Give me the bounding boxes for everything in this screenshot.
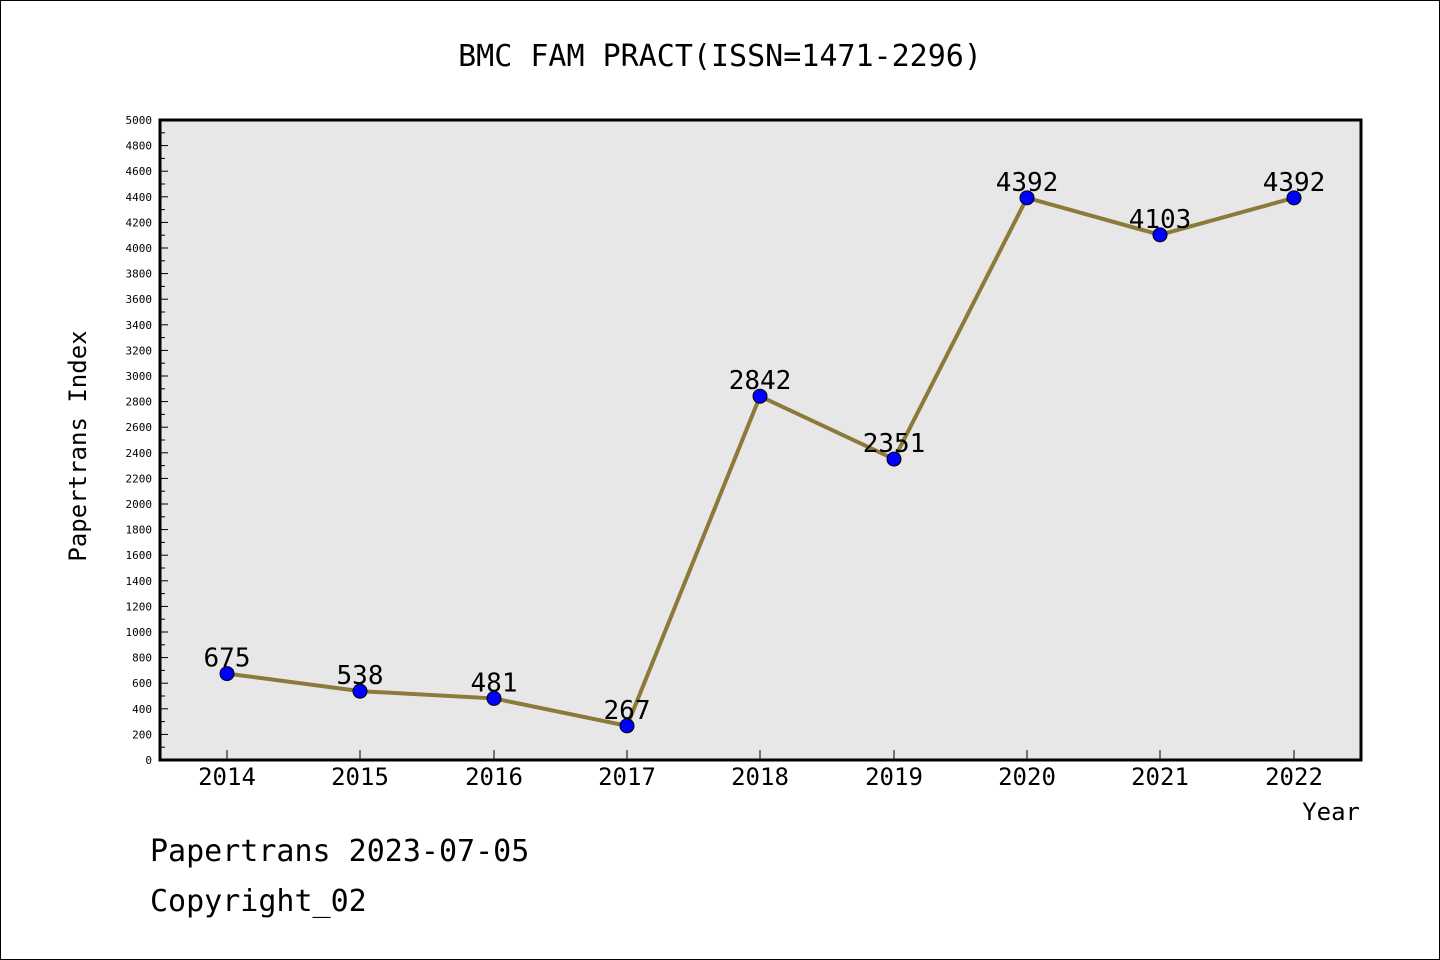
- y-axis-label: Papertrans Index: [64, 330, 92, 561]
- data-point: [886, 451, 902, 467]
- data-label: 4392: [1263, 168, 1326, 198]
- x-tick-label: 2019: [865, 763, 923, 791]
- x-tick-label: 2016: [465, 763, 523, 791]
- footer-copyright: Copyright_02: [150, 884, 367, 919]
- x-tick-label: 2015: [331, 763, 389, 791]
- data-label: 2842: [729, 366, 792, 396]
- data-point: [1019, 190, 1035, 206]
- y-tick-label: 5000: [126, 114, 153, 127]
- y-tick-label: 2600: [126, 421, 153, 434]
- data-point: [1152, 227, 1168, 243]
- x-axis-label: Year: [1302, 798, 1360, 826]
- y-tick-label: 1600: [126, 549, 153, 562]
- y-tick-label: 2800: [126, 396, 153, 409]
- data-point: [1286, 190, 1302, 206]
- y-tick-label: 4800: [126, 140, 153, 153]
- x-tick-label: 2020: [998, 763, 1056, 791]
- x-tick-label: 2018: [731, 763, 789, 791]
- y-tick-label: 200: [132, 728, 152, 741]
- y-tick-label: 0: [145, 754, 152, 767]
- footer-date: Papertrans 2023-07-05: [150, 834, 530, 869]
- y-tick-label: 2400: [126, 447, 153, 460]
- data-label: 4103: [1129, 205, 1192, 235]
- data-label: 481: [471, 668, 518, 698]
- y-tick-label: 1400: [126, 575, 153, 588]
- y-tick-label: 1800: [126, 524, 153, 537]
- data-label: 675: [204, 644, 251, 674]
- chart-title: BMC FAM PRACT(ISSN=1471-2296): [458, 39, 982, 74]
- data-point: [752, 388, 768, 404]
- data-label: 4392: [996, 168, 1059, 198]
- plot-area: [158, 118, 1363, 762]
- y-tick-label: 1000: [126, 626, 153, 639]
- y-tick-label: 4600: [126, 165, 153, 178]
- y-tick-label: 3800: [126, 268, 153, 281]
- y-tick-label: 4200: [126, 216, 153, 229]
- y-tick-label: 4000: [126, 242, 153, 255]
- x-tick-label: 2022: [1265, 763, 1323, 791]
- y-tick-label: 3400: [126, 319, 153, 332]
- y-tick-label: 600: [132, 677, 152, 690]
- y-axis: 0 200 400 600 800 1000 1200 1400 1600 1800 2000 220…: [126, 114, 168, 767]
- y-tick-label: 3600: [126, 293, 153, 306]
- x-tick-label: 2014: [198, 763, 256, 791]
- data-label: 538: [337, 661, 384, 691]
- y-tick-label: 4400: [126, 191, 153, 204]
- y-tick-label: 3000: [126, 370, 153, 383]
- x-axis: 2014 2015 2016 2017 2018 2019 2020 2021 2022: [198, 750, 1323, 791]
- data-point: [619, 718, 635, 734]
- data-label: 2351: [863, 429, 926, 459]
- data-point: [486, 690, 502, 706]
- data-label: 267: [604, 696, 651, 726]
- series: 675 538 481 267 2842 2351 4392 4103 4392: [204, 168, 1326, 734]
- y-tick-label: 800: [132, 652, 152, 665]
- y-tick-label: 2200: [126, 472, 153, 485]
- y-tick-label: 3200: [126, 344, 153, 357]
- x-tick-label: 2017: [598, 763, 656, 791]
- y-tick-label: 2000: [126, 498, 153, 511]
- y-tick-label: 1200: [126, 600, 153, 613]
- data-point: [352, 683, 368, 699]
- data-point: [219, 666, 235, 682]
- x-tick-label: 2021: [1131, 763, 1189, 791]
- y-tick-label: 400: [132, 703, 152, 716]
